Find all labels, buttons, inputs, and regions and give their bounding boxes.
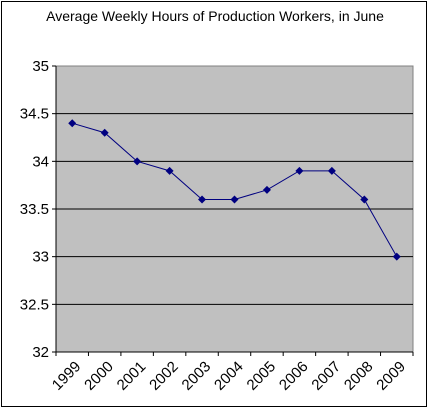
- x-axis-ticks: 1999200020012002200320042005200620072008…: [49, 352, 414, 394]
- data-point: [230, 195, 239, 204]
- x-tick-label: 2003: [179, 358, 215, 394]
- gridlines: [56, 113, 413, 305]
- data-point: [295, 166, 304, 175]
- data-point: [198, 195, 207, 204]
- data-point: [68, 119, 77, 128]
- data-markers: [68, 119, 401, 261]
- y-tick-label: 32: [32, 344, 49, 361]
- data-point: [262, 185, 271, 194]
- data-point: [133, 157, 142, 166]
- x-tick-label: 2008: [341, 358, 377, 394]
- data-point: [392, 252, 401, 261]
- y-axis-ticks: 32 32.5 33 33.5 34 34.5 35: [20, 58, 413, 361]
- x-tick-label: 2006: [276, 358, 312, 394]
- x-tick-label: 1999: [49, 358, 85, 394]
- data-point: [100, 128, 109, 137]
- y-tick-label: 32.5: [20, 296, 49, 313]
- y-tick-label: 33: [32, 249, 49, 266]
- x-tick-label: 2004: [211, 358, 247, 394]
- x-tick-label: 2001: [114, 358, 150, 394]
- x-tick-label: 2007: [308, 358, 344, 394]
- x-tick-label: 2009: [373, 358, 409, 394]
- data-point: [327, 166, 336, 175]
- x-tick-label: 2000: [81, 358, 117, 394]
- x-tick-label: 2005: [244, 358, 280, 394]
- y-tick-label: 34: [32, 153, 49, 170]
- data-point: [165, 166, 174, 175]
- chart-title: Average Weekly Hours of Production Worke…: [46, 8, 384, 24]
- y-tick-label: 35: [32, 58, 49, 75]
- y-tick-label: 33.5: [20, 201, 49, 218]
- x-tick-label: 2002: [146, 358, 182, 394]
- data-point: [360, 195, 369, 204]
- y-tick-label: 34.5: [20, 106, 49, 123]
